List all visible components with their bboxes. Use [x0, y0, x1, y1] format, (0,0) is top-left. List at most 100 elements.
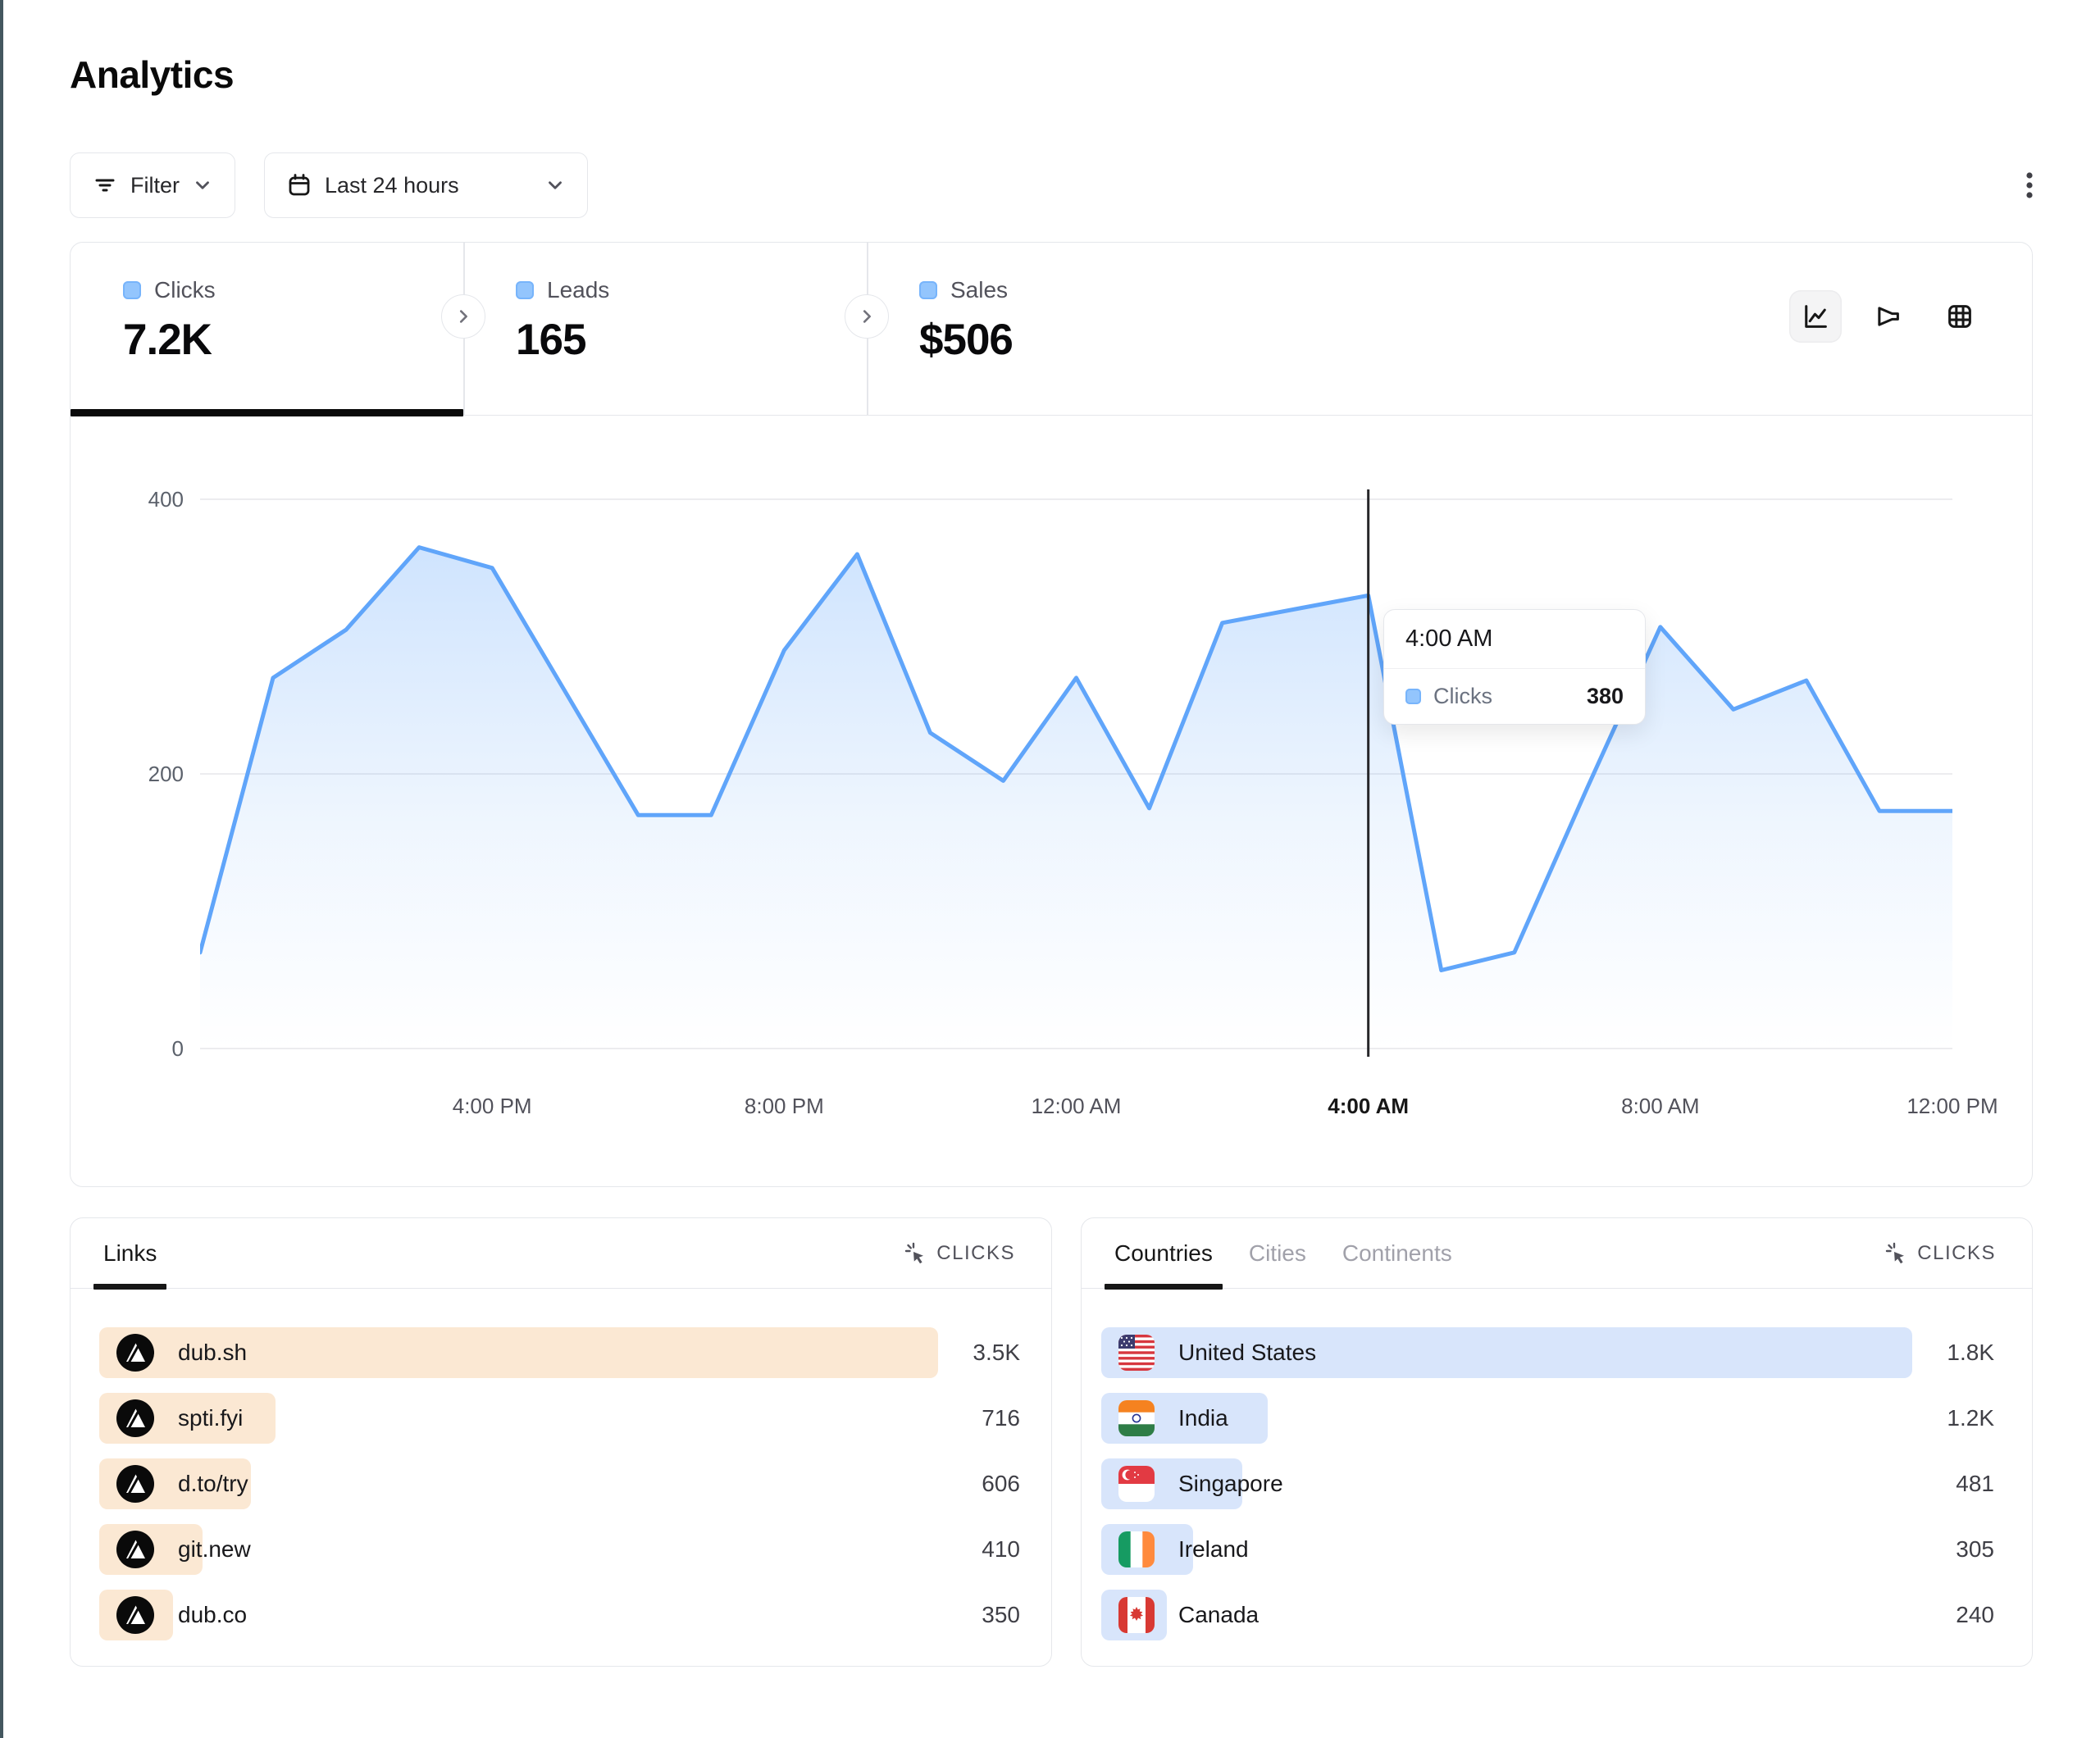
date-range-label: Last 24 hours: [325, 172, 459, 198]
link-row-content: dub.co: [116, 1596, 247, 1634]
link-value: 716: [982, 1405, 1020, 1431]
tab-cities[interactable]: Cities: [1248, 1240, 1306, 1266]
metric-tab-bar: Clicks 7.2K Leads 165 Sales $506: [71, 243, 2032, 416]
chart-view-switcher: [1789, 290, 1986, 343]
link-label: dub.co: [178, 1602, 248, 1627]
country-label: Ireland: [1178, 1536, 1249, 1562]
page-left-accent: [0, 0, 3, 1738]
country-label: United States: [1178, 1340, 1317, 1365]
line-chart-view-button[interactable]: [1789, 290, 1842, 343]
metric-tab-label-row: Leads: [516, 277, 867, 303]
links-metric-selector[interactable]: CLICKS: [903, 1241, 1015, 1266]
link-value: 410: [982, 1536, 1020, 1562]
dub-logo-icon: [116, 1465, 154, 1503]
clicks-area-chart[interactable]: [200, 460, 1952, 1058]
country-row-content: Ireland: [1118, 1531, 1249, 1567]
us-flag-icon: [1118, 1335, 1155, 1371]
link-row[interactable]: dub.co 350: [99, 1590, 1020, 1640]
kebab-menu-button[interactable]: [2005, 161, 2054, 210]
links-panel: Links CLICKS dub.sh 3.5K spti.fyi 716 d.to…: [70, 1217, 1052, 1667]
metric-tab-value: $506: [919, 316, 1014, 364]
filter-button[interactable]: Filter: [70, 152, 235, 218]
metric-tab-value: 7.2K: [123, 316, 212, 364]
metric-tab-label: Sales: [950, 277, 1009, 303]
y-axis-tick: 0: [171, 1036, 184, 1061]
metric-tab-label-row: Sales: [919, 277, 1270, 303]
links-panel-header: Links CLICKS: [71, 1218, 1051, 1290]
tab-links[interactable]: Links: [93, 1218, 167, 1290]
country-value: 481: [1956, 1471, 1994, 1496]
chevron-down-icon: [192, 175, 213, 196]
ca-flag-icon: [1118, 1597, 1155, 1633]
country-row[interactable]: India 1.2K: [1101, 1393, 1994, 1444]
link-row[interactable]: git.new 410: [99, 1524, 1020, 1575]
countries-metric-selector[interactable]: CLICKS: [1884, 1241, 1996, 1266]
tooltip-series-label: Clicks: [1433, 684, 1492, 708]
country-label: Singapore: [1178, 1471, 1283, 1496]
metric-tab-label: Clicks: [154, 277, 216, 303]
chevron-down-icon: [544, 175, 566, 196]
country-row[interactable]: United States 1.8K: [1101, 1327, 1994, 1378]
link-row-content: spti.fyi: [116, 1399, 243, 1437]
metric-tab-leads[interactable]: Leads 165: [463, 243, 867, 415]
sg-flag-icon: [1118, 1466, 1155, 1502]
dub-logo-icon: [116, 1596, 154, 1634]
dub-logo-icon: [116, 1399, 154, 1437]
funnel-view-button[interactable]: [1861, 290, 1914, 343]
tab-countries[interactable]: Countries: [1105, 1218, 1223, 1290]
link-row[interactable]: d.to/try 606: [99, 1458, 1020, 1509]
country-row[interactable]: Canada 240: [1101, 1590, 1994, 1640]
metric-tab-clicks[interactable]: Clicks 7.2K: [71, 243, 463, 416]
country-row[interactable]: Ireland 305: [1101, 1524, 1994, 1575]
country-bar: [1101, 1327, 1912, 1378]
expand-leads-button[interactable]: [441, 294, 485, 339]
x-axis: 4:00 PM 8:00 PM 12:00 AM 4:00 AM 8:00 AM 12:0…: [200, 1091, 1998, 1124]
chevron-right-icon: [863, 310, 871, 323]
metric-tab-label-row: Clicks: [123, 277, 463, 303]
link-label: d.to/try: [178, 1471, 248, 1496]
link-label: spti.fyi: [178, 1405, 244, 1431]
y-axis-tick: 200: [148, 762, 184, 786]
vertical-ellipsis-icon: [2015, 167, 2044, 203]
page-title: Analytics: [70, 53, 235, 96]
chevron-right-icon: [459, 310, 467, 323]
link-value: 3.5K: [973, 1340, 1020, 1365]
link-row-content: d.to/try: [116, 1465, 248, 1503]
link-row[interactable]: spti.fyi 716: [99, 1393, 1020, 1444]
x-axis-tick: 12:00 AM: [1031, 1094, 1122, 1118]
x-axis-tick: 12:00 PM: [1906, 1094, 1998, 1118]
metric-tab-sales[interactable]: Sales $506: [867, 243, 1270, 415]
clicks-legend-square: [1405, 689, 1421, 704]
date-range-button[interactable]: Last 24 hours: [264, 152, 588, 218]
country-value: 1.8K: [1947, 1340, 1994, 1365]
link-row-content: dub.sh: [116, 1334, 247, 1372]
x-axis-tick: 8:00 AM: [1621, 1094, 1700, 1118]
links-metric-label: CLICKS: [936, 1241, 1015, 1264]
dub-logo-icon: [116, 1531, 154, 1568]
metric-legend-square: [919, 281, 937, 299]
funnel-icon: [1878, 307, 1899, 326]
cursor-click-icon: [1884, 1241, 1908, 1266]
metric-legend-square: [516, 281, 534, 299]
tab-continents[interactable]: Continents: [1342, 1240, 1452, 1266]
tooltip-value: 380: [1586, 684, 1624, 708]
table-view-button[interactable]: [1934, 290, 1986, 343]
country-row-content: India: [1118, 1400, 1228, 1436]
country-value: 240: [1956, 1602, 1994, 1627]
calendar-icon: [286, 172, 312, 198]
countries-panel-header: Countries Cities Continents CLICKS: [1082, 1218, 2032, 1290]
country-row-content: Canada: [1118, 1597, 1259, 1633]
line-chart-icon: [1805, 305, 1827, 328]
y-axis-tick: 400: [148, 487, 184, 512]
x-axis-tick: 4:00 AM: [1328, 1094, 1410, 1118]
country-label: India: [1178, 1405, 1228, 1431]
link-row-content: git.new: [116, 1531, 251, 1568]
chart-tooltip: 4:00 AM Clicks 380: [1383, 609, 1646, 725]
table-grid-icon: [1948, 305, 1971, 328]
country-row-content: Singapore: [1118, 1466, 1283, 1502]
expand-sales-button[interactable]: [845, 294, 889, 339]
link-value: 350: [982, 1602, 1020, 1627]
country-row[interactable]: Singapore 481: [1101, 1458, 1994, 1509]
countries-metric-label: CLICKS: [1917, 1241, 1996, 1264]
link-row[interactable]: dub.sh 3.5K: [99, 1327, 1020, 1378]
